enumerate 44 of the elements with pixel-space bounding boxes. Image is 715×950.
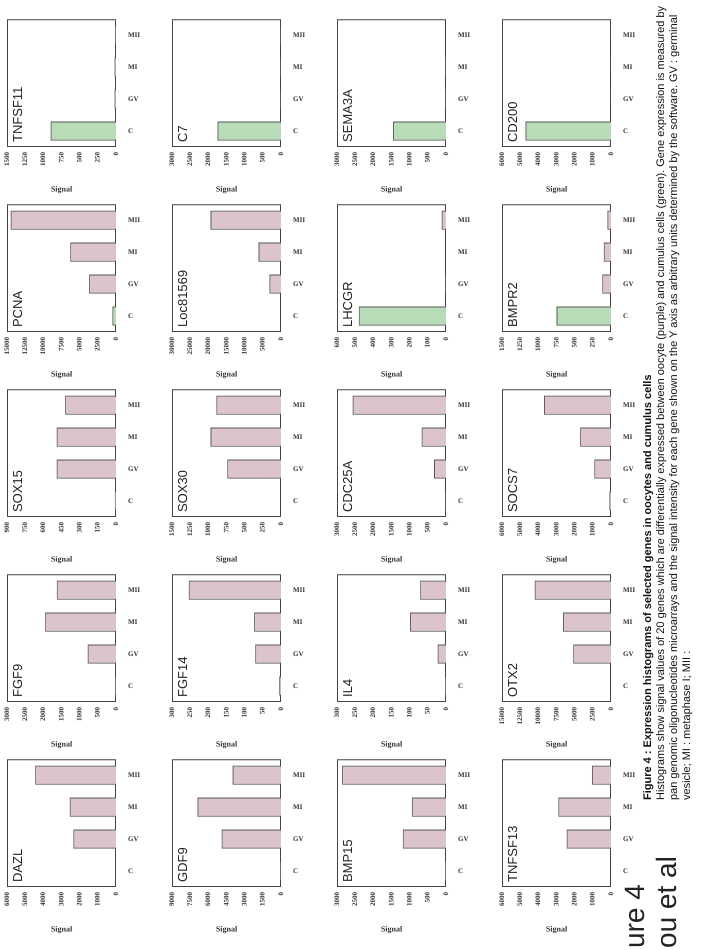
- x-axis-title: Signal: [380, 739, 403, 748]
- text: PCNA: [10, 290, 26, 327]
- text: Loc81569: [175, 270, 190, 327]
- x-axis-title: Signal: [546, 369, 568, 378]
- x-axis-title: Signal: [216, 739, 238, 748]
- text: IL4: [340, 678, 356, 697]
- x-axis-title: Signal: [380, 924, 403, 934]
- text: C7: [175, 125, 190, 142]
- text: ure 4: [619, 884, 650, 948]
- x-axis-title: Signal: [216, 369, 238, 378]
- x-axis-title: Signal: [546, 184, 568, 194]
- x-axis-title: Signal: [50, 739, 73, 748]
- x-axis-title: Signal: [380, 184, 403, 194]
- x-axis-title: Signal: [216, 554, 238, 564]
- x-axis-title: Signal: [216, 184, 238, 194]
- text: SOX15: [10, 470, 26, 512]
- text: CD200: [505, 102, 520, 142]
- text: Figure 4 : Expression histograms of selected genes in oocytes and cumulus cells: [642, 374, 655, 800]
- x-axis-title: Signal: [216, 924, 238, 934]
- text: Histograms show signal values of 20 genes which are differentially expressed between oocyte (purple) and cumulus cells (green). Gene expression is measured by pan genomic oligonucleotides microarrays and the signal intensity for each gene shown on the Y axis as arbitrary units determined by the software. GV : germinal vesicle; MI : metaphase I; MII :: [655, 6, 693, 800]
- text: BMP15: [340, 839, 356, 882]
- text: TNFSF11: [10, 86, 26, 142]
- x-axis-title: Signal: [50, 554, 73, 564]
- text: GDF9: [175, 847, 190, 882]
- text: FGF9: [10, 664, 26, 697]
- x-axis-title: Signal: [546, 924, 568, 934]
- text: BMPR2: [505, 282, 520, 327]
- text: LHCGR: [340, 281, 356, 327]
- text: CDC25A: [340, 460, 356, 512]
- x-axis-title: Signal: [546, 554, 568, 564]
- text: ou et al: [651, 856, 682, 948]
- text: SOX30: [175, 470, 190, 512]
- x-axis-title: Signal: [50, 369, 73, 378]
- text: TNFSF13: [505, 826, 520, 882]
- x-axis-title: Signal: [380, 554, 403, 564]
- text: OTX2: [505, 663, 520, 697]
- text: SEMA3A: [340, 88, 356, 142]
- text: DAZL: [10, 848, 26, 882]
- text: SOCS7: [505, 468, 520, 512]
- x-axis-title: Signal: [50, 924, 73, 934]
- x-axis-title: Signal: [380, 369, 403, 378]
- text: FGF14: [175, 656, 190, 697]
- x-axis-title: Signal: [50, 184, 73, 194]
- x-axis-title: Signal: [546, 739, 568, 748]
